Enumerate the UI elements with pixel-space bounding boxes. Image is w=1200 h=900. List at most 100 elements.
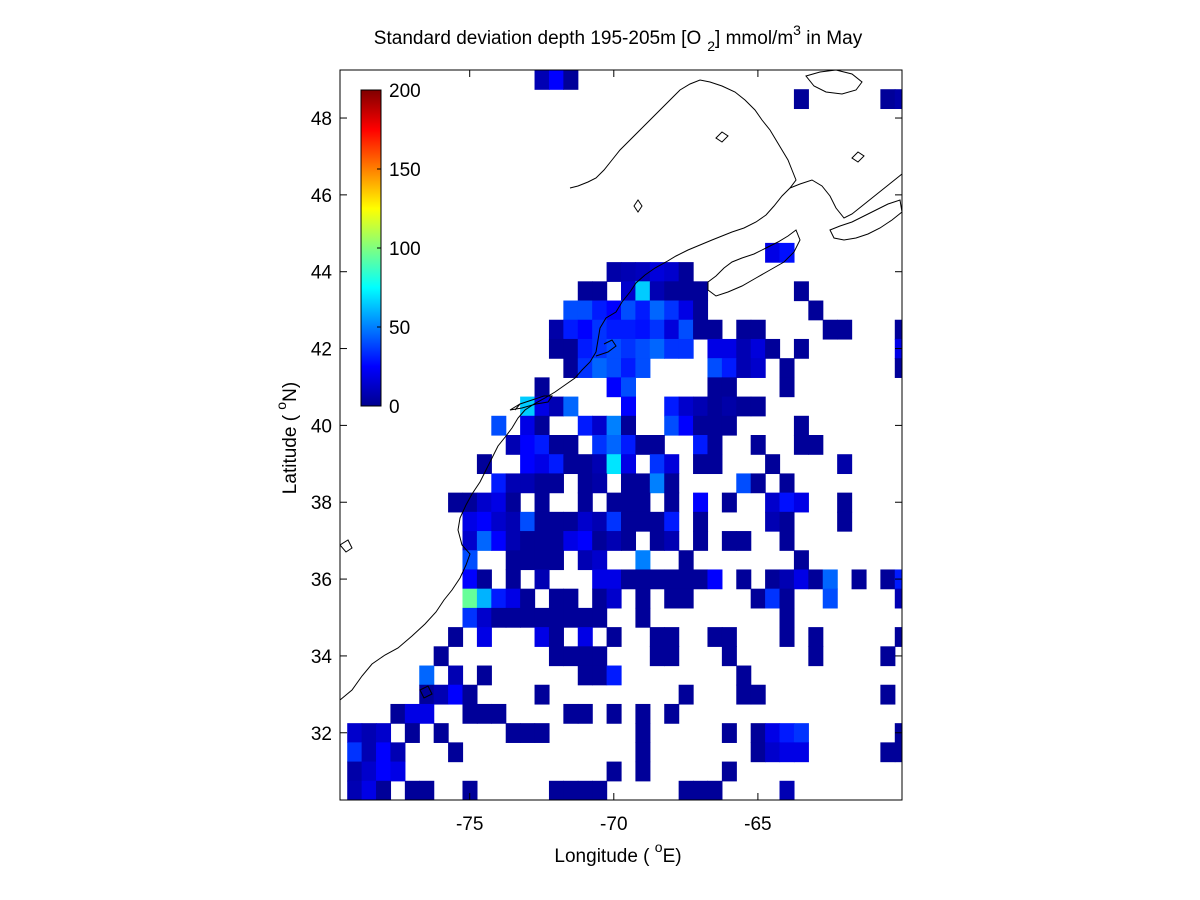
heatmap-cell [376, 723, 392, 743]
heatmap-cell [505, 435, 521, 455]
heatmap-cell [750, 358, 766, 378]
heatmap-cell [606, 492, 622, 513]
heatmap-cell [621, 511, 637, 532]
heatmap-cell [779, 627, 795, 647]
heatmap-cell [707, 338, 723, 359]
heatmap-cell [476, 588, 492, 609]
heatmap-cell [577, 492, 593, 513]
heatmap-cell [520, 607, 536, 628]
heatmap-cell [649, 281, 665, 302]
heatmap-cell [779, 531, 795, 551]
heatmap-cell [563, 780, 579, 800]
heatmap-cell [736, 531, 752, 551]
colorbar-tick-label: 200 [389, 81, 421, 102]
heatmap-cell [491, 473, 507, 494]
heatmap-cell [592, 607, 608, 628]
heatmap-cell [721, 396, 737, 417]
heatmap-cell [563, 70, 579, 90]
heatmap-cell [693, 531, 709, 551]
heatmap-cell [390, 703, 406, 724]
heatmap-cell [649, 511, 665, 532]
heatmap-cells [347, 70, 902, 820]
heatmap-cell [765, 492, 781, 513]
heatmap-cell [347, 800, 362, 820]
heatmap-cell [664, 415, 680, 436]
heatmap-cell [635, 742, 651, 763]
heatmap-cell [548, 435, 564, 455]
heatmap-cell [736, 358, 752, 378]
heatmap-cell [606, 319, 622, 340]
heatmap-cell [765, 242, 781, 263]
heatmap-cell [390, 761, 406, 782]
heatmap-cell [664, 646, 680, 667]
heatmap-cell [592, 415, 608, 436]
heatmap-cell [577, 550, 593, 571]
heatmap-cell [721, 723, 737, 743]
heatmap-cell [491, 492, 507, 513]
heatmap-cell [721, 492, 737, 513]
heatmap-cell [361, 761, 377, 782]
heatmap-cell [894, 358, 902, 378]
heatmap-cell [635, 723, 651, 743]
heatmap-cell [693, 454, 709, 475]
heatmap-cell [361, 780, 377, 800]
heatmap-cell [462, 607, 478, 628]
heatmap-cell [707, 435, 723, 455]
heatmap-cell [606, 435, 622, 455]
heatmap-cell [563, 646, 579, 667]
heatmap-cell [548, 454, 564, 475]
heatmap-cell [736, 569, 752, 590]
heatmap-cell [750, 396, 766, 417]
heatmap-cell [678, 415, 694, 436]
heatmap-cell [534, 607, 550, 628]
heatmap-cell [534, 511, 550, 532]
heatmap-cell [837, 492, 853, 513]
heatmap-cell [621, 281, 637, 302]
heatmap-cell [693, 511, 709, 532]
heatmap-cell [404, 780, 420, 800]
heatmap-cell [491, 511, 507, 532]
heatmap-cell [462, 492, 478, 513]
heatmap-cell [563, 396, 579, 417]
heatmap-cell [780, 800, 795, 820]
heatmap-cell [693, 780, 709, 800]
axes-box [339, 69, 903, 801]
heatmap-cell [880, 89, 896, 110]
heatmap-cell [534, 492, 550, 513]
heatmap-cell [707, 454, 723, 475]
heatmap-cell [621, 454, 637, 475]
heatmap-cell [707, 319, 723, 340]
y-tick-label: 40 [311, 416, 332, 437]
heatmap-cell [707, 377, 723, 398]
heatmap-cell [707, 627, 723, 647]
heatmap-cell [765, 569, 781, 590]
heatmap-cell [808, 627, 824, 647]
heatmap-cell [635, 607, 651, 628]
heatmap-cell [894, 89, 902, 110]
heatmap-cell [505, 723, 521, 743]
heatmap-cell [664, 338, 680, 359]
heatmap-cell [678, 281, 694, 302]
heatmap-cell [347, 761, 363, 782]
heatmap-cell [592, 646, 608, 667]
heatmap-cell [894, 319, 902, 340]
heatmap-cell [621, 531, 637, 551]
heatmap-cell [621, 262, 637, 282]
heatmap-cell [765, 338, 781, 359]
heatmap-cell [592, 531, 608, 551]
heatmap-cell [534, 684, 550, 705]
heatmap-cell [534, 435, 550, 455]
heatmap-cell [693, 300, 709, 321]
y-tick-label: 46 [311, 186, 332, 207]
heatmap-cell [404, 703, 420, 724]
heatmap-cell [721, 646, 737, 667]
heatmap-cell [592, 569, 608, 590]
heatmap-cell [793, 723, 809, 743]
heatmap-cell [736, 473, 752, 494]
heatmap-cell [592, 550, 608, 571]
heatmap-cell [678, 569, 694, 590]
heatmap-cell [664, 300, 680, 321]
heatmap-cell [404, 723, 420, 743]
heatmap-cell [635, 281, 651, 302]
x-axis-label: Longitude ( oE) [554, 839, 681, 867]
